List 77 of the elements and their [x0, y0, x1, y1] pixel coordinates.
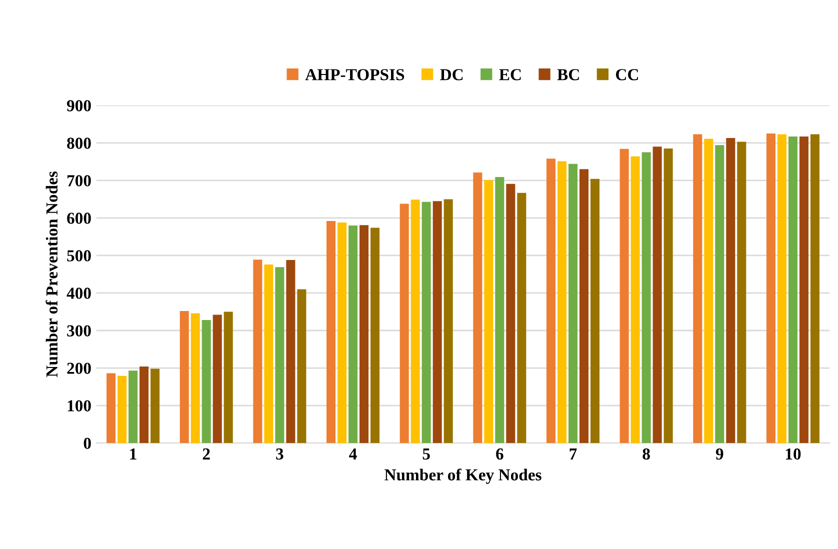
bar: [568, 164, 578, 444]
x-tick-label: 1: [130, 448, 136, 460]
y-tick-label: 900: [66, 100, 91, 112]
bar: [704, 138, 714, 444]
x-axis-title: Number of Key Nodes: [384, 468, 542, 484]
bar: [642, 152, 651, 444]
bar: [180, 310, 189, 444]
bar: [799, 136, 808, 444]
x-tick-label: 10: [786, 448, 801, 460]
bar: [495, 177, 504, 444]
bar: [190, 313, 200, 444]
bar: [726, 138, 736, 444]
bar: [106, 373, 116, 444]
bar: [224, 312, 233, 444]
legend-label: EC: [499, 69, 521, 80]
x-tick-label: 6: [496, 448, 504, 460]
bar: [253, 260, 262, 444]
bar: [715, 145, 724, 444]
x-tick-label: 5: [422, 448, 430, 460]
bar: [693, 134, 702, 444]
y-tick-label: 500: [67, 250, 91, 262]
bar: [473, 172, 482, 444]
bar: [212, 314, 222, 444]
bar: [777, 134, 786, 444]
legend-label: DC: [440, 69, 463, 80]
bar: [766, 134, 776, 444]
bar: [432, 201, 442, 444]
bar: [590, 178, 600, 444]
legend-label: CC: [616, 69, 638, 80]
y-tick-label: 100: [68, 400, 91, 412]
x-tick-label: 8: [642, 448, 650, 460]
y-tick-label: 200: [67, 362, 91, 374]
bar: [652, 146, 662, 444]
bar: [326, 220, 336, 444]
bar: [788, 136, 798, 444]
y-tick-label: 0: [84, 438, 91, 449]
bar: [338, 222, 347, 444]
x-tick-label: 9: [716, 448, 724, 460]
legend-label: AHP-TOPSIS: [305, 69, 404, 80]
bar: [410, 200, 420, 444]
bar: [400, 204, 409, 444]
y-tick-label: 700: [67, 175, 91, 186]
bar: [128, 370, 138, 444]
bar: [422, 202, 431, 444]
bar: [359, 225, 369, 444]
y-tick-label: 300: [67, 325, 91, 336]
bar: [484, 180, 494, 444]
x-tick-label: 4: [349, 448, 357, 460]
legend-label: BC: [557, 69, 579, 80]
bar: [620, 148, 629, 444]
y-tick-label: 800: [67, 138, 91, 149]
bar: [348, 225, 358, 444]
bar: [140, 366, 149, 444]
bar: [275, 267, 284, 444]
bar: [444, 199, 453, 444]
bar: [546, 158, 556, 444]
bar: [118, 376, 127, 444]
x-tick-label: 3: [276, 448, 284, 460]
y-tick-label: 400: [66, 288, 91, 299]
bar: [557, 161, 566, 444]
bar: [630, 156, 640, 444]
y-axis-title: Number of Prevention Nodes: [46, 171, 58, 378]
bar: [506, 184, 516, 444]
bar: [664, 148, 673, 444]
bar: [517, 192, 526, 444]
bar: [810, 134, 820, 444]
bar: [737, 142, 746, 444]
y-tick-label: 600: [67, 212, 91, 224]
bar: [579, 169, 588, 444]
bar: [286, 260, 296, 444]
bar: [264, 264, 274, 444]
bar: [370, 228, 380, 444]
bar: [297, 289, 306, 444]
x-tick-label: 2: [202, 448, 210, 460]
x-tick-label: 7: [570, 448, 577, 460]
bar: [150, 368, 160, 444]
bar: [202, 320, 211, 444]
